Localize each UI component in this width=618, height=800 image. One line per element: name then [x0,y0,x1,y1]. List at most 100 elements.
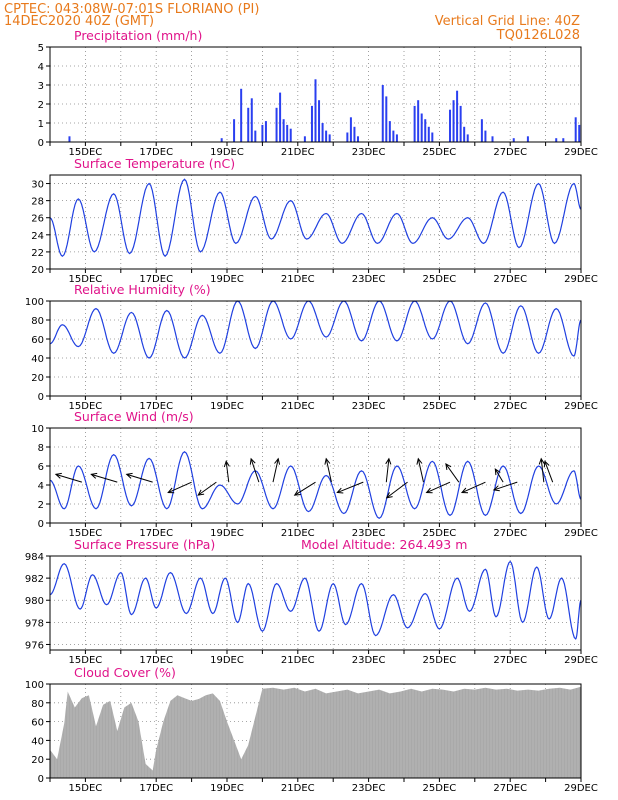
precip-bar [321,123,324,142]
precip-bar [420,113,423,142]
x-tick-label: 23DEC [352,147,386,158]
precip-bar [353,126,356,142]
wind-arrowhead [90,472,98,479]
precip-bar [480,119,483,142]
header-location: CPTEC: 043:08W-07:01S FLORIANO (PI) [4,2,259,17]
wind-vector [461,481,486,494]
wind-vector [91,473,118,483]
y-tick-label: 22 [31,248,44,259]
series-line [49,300,582,359]
precip-bar [303,136,306,142]
precip-bar [250,98,253,142]
precip-bar [452,100,455,142]
y-tick-label: 10 [31,424,44,435]
precip-bar [385,96,388,142]
precip-bar [555,138,558,142]
precip-bar [310,105,313,142]
panel-title: Surface Pressure (hPa) [74,537,215,552]
precip-bar [346,132,349,142]
x-tick-label: 15DEC [69,274,103,285]
x-tick-label: 25DEC [423,274,457,285]
y-tick-label: 0 [38,774,44,785]
series-line [49,451,582,520]
wind-arrowhead [445,462,452,470]
x-tick-label: 15DEC [69,401,103,412]
x-tick-label: 19DEC [210,147,244,158]
precip-bar [381,85,384,142]
panel-title: Surface Temperature (nC) [74,156,235,171]
y-tick-label: 80 [31,316,44,327]
wind-arrowhead [492,485,500,492]
x-tick-label: 21DEC [281,274,315,285]
precip-bar [392,130,395,142]
y-tick-label: 28 [31,197,44,208]
x-tick-label: 15DEC [69,655,103,666]
precip-bar [289,128,292,142]
x-tick-label: 23DEC [352,783,386,794]
x-tick-label: 17DEC [139,528,173,539]
precip-bar [431,132,434,142]
precip-bar [261,124,264,142]
y-tick-label: 0 [38,138,44,149]
y-tick-label: 984 [25,552,44,563]
y-tick-label: 60 [31,335,44,346]
precip-bar [68,136,71,142]
x-tick-label: 29DEC [564,783,598,794]
x-tick-label: 29DEC [564,401,598,412]
panel-3: 0 20 40 60 80 100 15DEC 17DEC 19DEC 21DEC 23DEC 25D… [25,282,598,412]
wind-arrowhead [125,472,133,479]
panel-frame [49,683,582,779]
precip-bar [240,88,243,142]
precip-bar [395,134,398,142]
precip-bar [318,100,321,142]
precip-bar [282,119,285,142]
wind-vector [417,458,424,483]
x-tick-label: 21DEC [281,655,315,666]
x-tick-label: 27DEC [493,783,527,794]
x-tick-label: 15DEC [69,147,103,158]
y-tick-label: 100 [25,297,44,308]
wind-arrowhead [385,457,392,465]
x-tick-label: 15DEC [69,783,103,794]
precip-bar [491,136,494,142]
precip-bar [286,124,289,142]
precip-bar [279,92,282,142]
x-tick-label: 27DEC [493,401,527,412]
wind-vector [540,458,545,483]
y-tick-label: 1 [38,119,44,130]
x-tick-label: 23DEC [352,528,386,539]
wind-vector [426,481,451,494]
wind-vector [294,481,316,496]
y-tick-label: 982 [25,574,44,585]
y-tick-label: 60 [31,718,44,729]
x-tick-label: 25DEC [423,147,457,158]
y-tick-label: 80 [31,699,44,710]
precip-bar [328,134,331,142]
x-tick-label: 29DEC [564,655,598,666]
x-tick-label: 17DEC [139,783,173,794]
precip-bar [459,105,462,142]
header-grid-note: Vertical Grid Line: 40Z [435,14,580,29]
wind-vector [385,458,390,483]
x-tick-label: 25DEC [423,401,457,412]
wind-vector [167,481,192,494]
precip-bar [325,130,328,142]
wind-arrowhead [167,487,175,494]
wind-arrowhead [494,468,501,476]
header-date: 14DEC2020 40Z (GMT) [4,14,154,29]
x-tick-label: 23DEC [352,655,386,666]
precip-bar [466,134,469,142]
x-tick-label: 25DEC [423,783,457,794]
y-tick-label: 0 [38,392,44,403]
panel-frame [49,427,582,524]
y-tick-label: 2 [38,500,44,511]
panel-title: Surface Wind (m/s) [74,409,194,424]
x-tick-label: 19DEC [210,655,244,666]
y-tick-label: 40 [31,354,44,365]
x-tick-label: 21DEC [281,783,315,794]
panel-title: Precipitation (mm/h) [74,28,202,43]
y-tick-label: 20 [31,373,44,384]
x-tick-label: 29DEC [564,274,598,285]
panel-frame [49,555,582,651]
